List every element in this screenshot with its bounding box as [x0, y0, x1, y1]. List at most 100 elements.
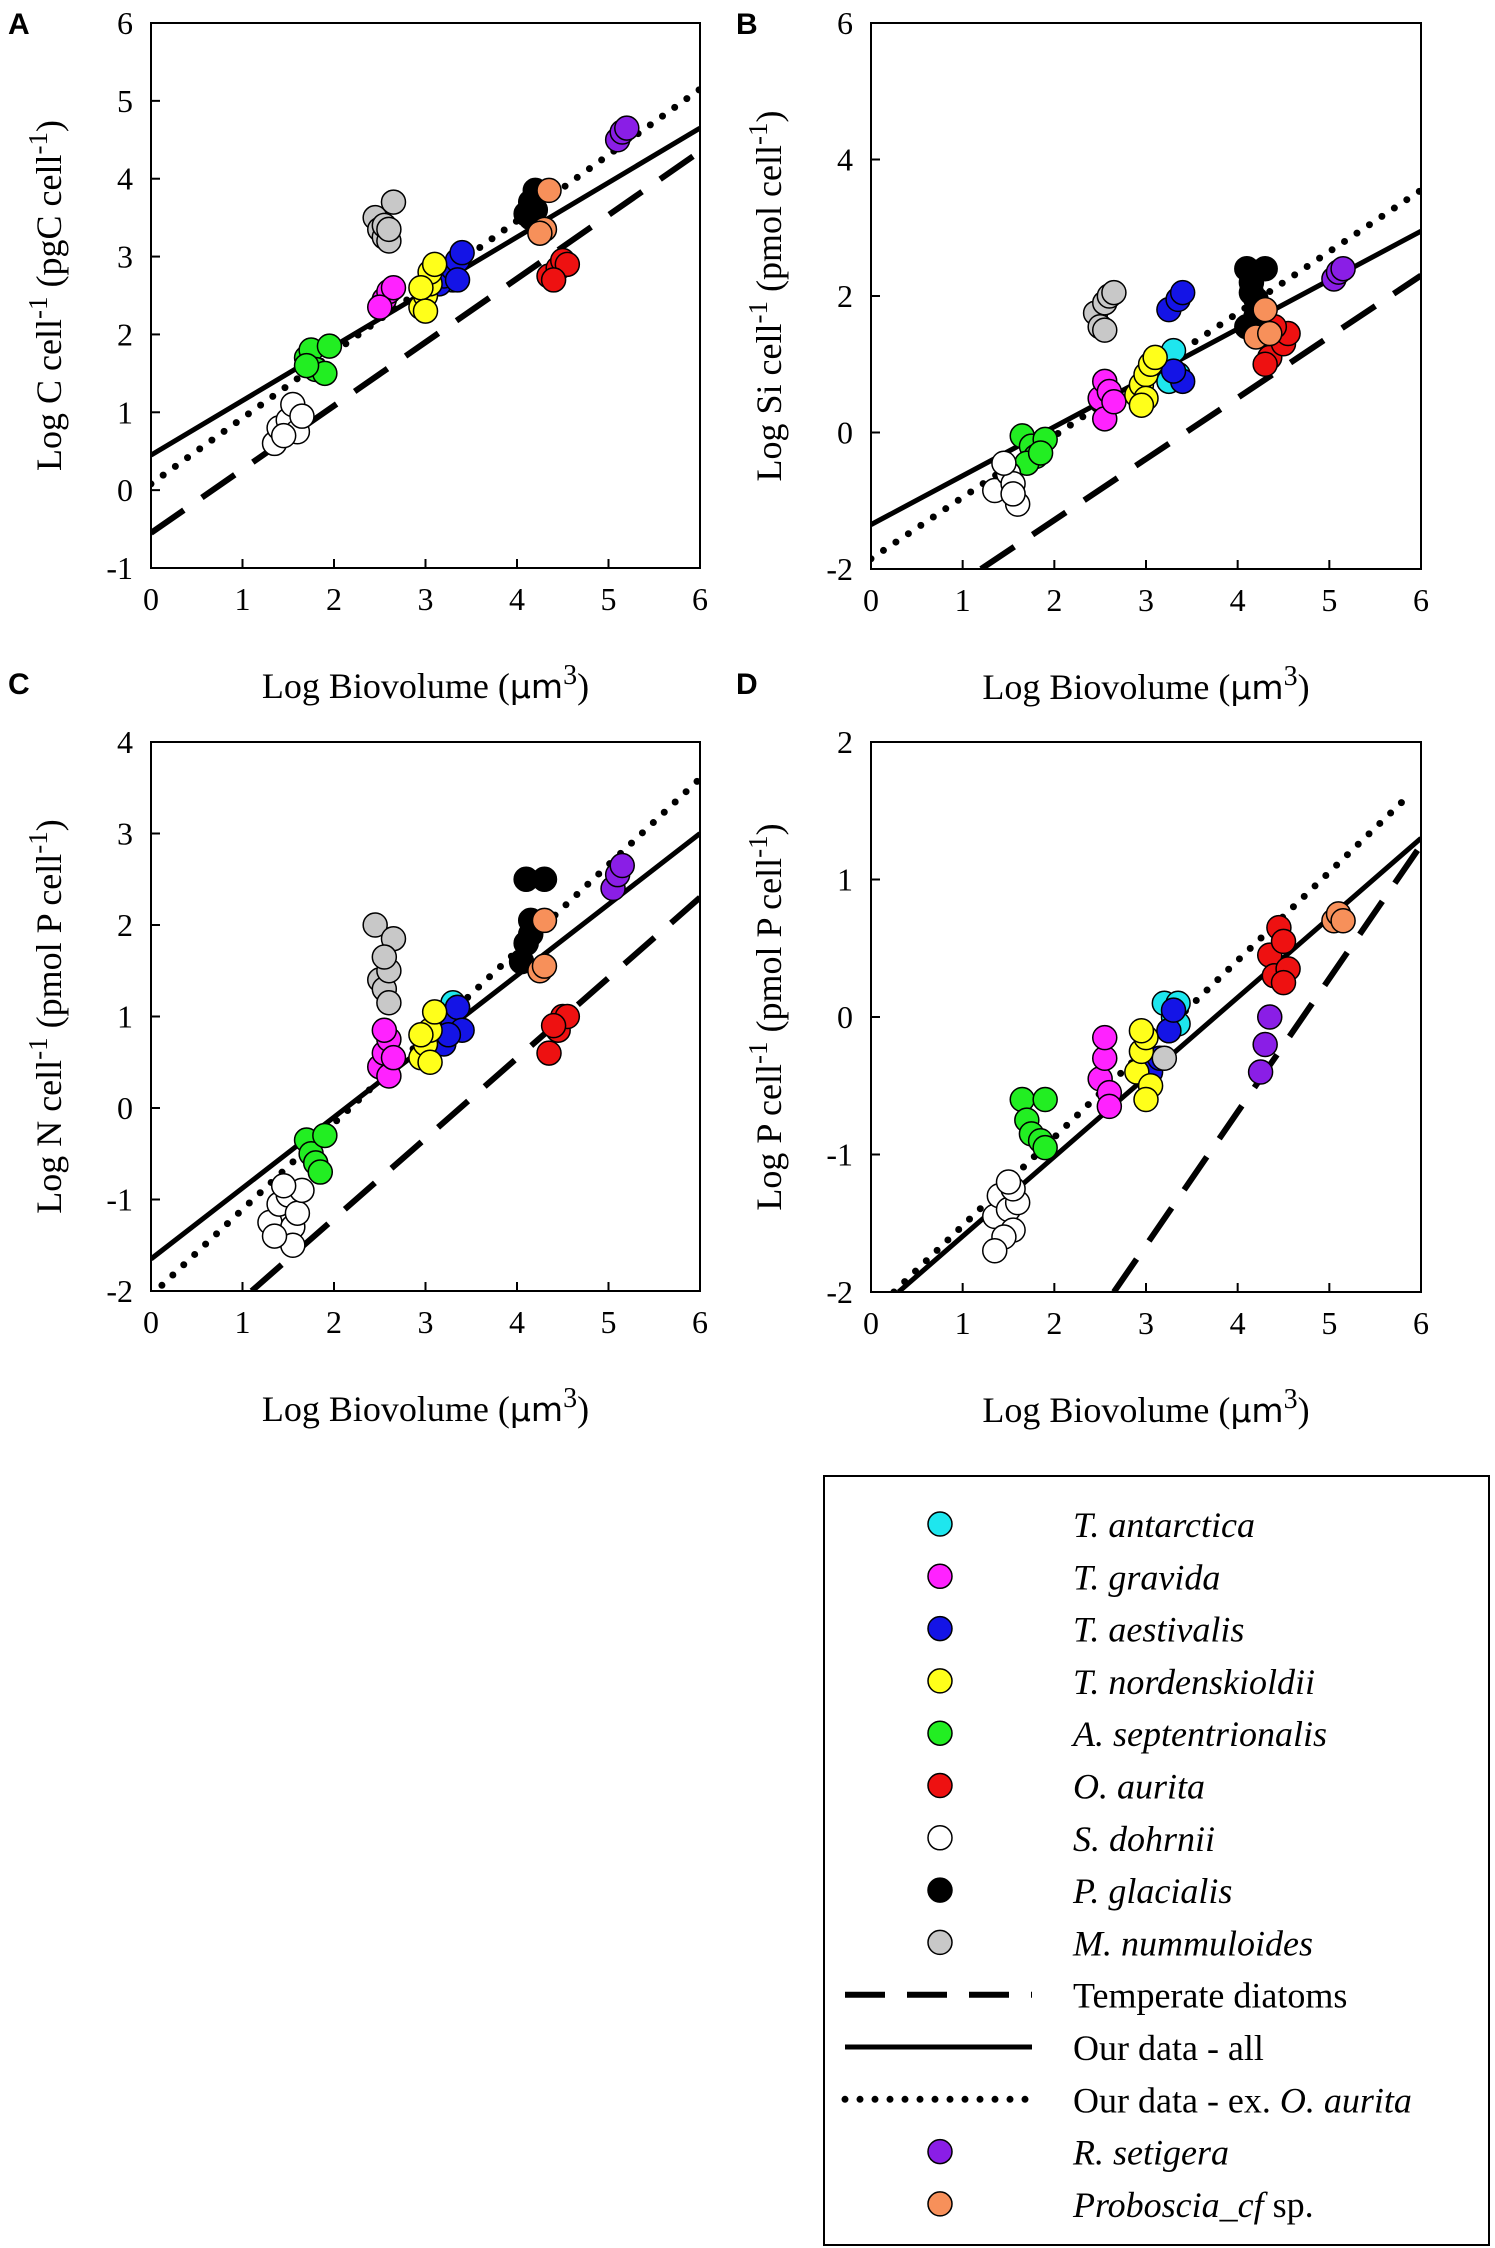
point-yellow — [412, 298, 439, 324]
legend-item: Our data - ex. O. aurita — [841, 2080, 1412, 2120]
x-tick-label: 0 — [143, 581, 159, 617]
point-gray — [362, 912, 388, 938]
y-tick-label: -2 — [826, 1274, 853, 1310]
legend-item: T. aestivalis — [927, 1610, 1244, 1650]
point-orange — [1330, 908, 1356, 934]
x-tick-label: 4 — [1230, 1305, 1246, 1341]
plot-frame — [870, 22, 1422, 570]
x-tick-label: 5 — [1321, 582, 1337, 618]
x-tick-label: 5 — [1321, 1305, 1337, 1341]
point-white — [991, 450, 1017, 476]
point-blue — [449, 239, 475, 266]
legend-marker — [927, 1825, 953, 1851]
legend-label: O. aurita — [1073, 1767, 1205, 1807]
point-purple — [1257, 1004, 1283, 1030]
y-tick-label: 1 — [117, 394, 133, 430]
legend-marker — [927, 1668, 953, 1694]
legend-label: A. septentrionalis — [1071, 1714, 1327, 1754]
x-axis-label: Log Biovolume (μm3) — [982, 661, 1309, 707]
x-tick-label: 1 — [235, 1304, 251, 1340]
y-tick-label: 1 — [837, 862, 853, 898]
legend-marker — [927, 1511, 953, 1537]
legend-label: S. dohrnii — [1073, 1819, 1215, 1859]
legend-marker — [927, 2191, 953, 2217]
point-white — [261, 1223, 288, 1249]
panel-c: C 0 1 2 3 4 5 6 -2 -1 0 1 2 3 4 Log Biovolume (μm3) Log … — [8, 668, 708, 1429]
legend-marker — [927, 1772, 953, 1799]
point-blue — [1169, 279, 1196, 306]
point-yellow — [417, 1049, 443, 1075]
legend-label: M. nummuloides — [1072, 1923, 1313, 1963]
point-red — [1252, 351, 1278, 377]
point-purple — [1330, 255, 1356, 282]
point-red — [1270, 928, 1297, 955]
legend-label: T. aestivalis — [1073, 1610, 1244, 1650]
point-white — [289, 403, 315, 429]
x-axis-label: Log Biovolume (μm3) — [982, 1384, 1309, 1430]
point-red — [540, 267, 567, 293]
y-tick-label: -1 — [106, 1182, 133, 1218]
panel-a: A 0 1 2 3 4 5 6 -1 0 1 2 3 4 5 6 Log Biovolume (μm3) Log … — [8, 5, 708, 706]
y-axis-label: Log C cell-1 (pgC cell-1) — [23, 120, 69, 471]
legend-box — [823, 1475, 1490, 2246]
y-tick-label: 0 — [837, 415, 853, 451]
legend-item: S. dohrnii — [927, 1819, 1215, 1859]
point-green — [312, 1122, 338, 1149]
legend-item: R. setigera — [927, 2133, 1229, 2173]
legend-marker — [927, 1877, 953, 1903]
legend-item: T. nordenskioldii — [927, 1662, 1315, 1702]
point-white — [270, 1173, 297, 1199]
x-tick-label: 3 — [1138, 582, 1154, 618]
x-tick-label: 4 — [509, 581, 525, 617]
x-tick-label: 1 — [955, 582, 971, 618]
point-yellow — [1128, 392, 1155, 418]
point-blue — [444, 994, 471, 1021]
legend-label: Temperate diatoms — [1073, 1976, 1347, 2016]
x-axis-label: Log Biovolume (μm3) — [262, 660, 589, 706]
legend-label: Our data - ex. O. aurita — [1073, 2080, 1412, 2120]
legend-item: T. antarctica — [927, 1505, 1255, 1545]
line-temperate — [979, 273, 1421, 569]
panels: A 0 1 2 3 4 5 6 -1 0 1 2 3 4 5 6 Log Biovolume (μm3) Log … — [8, 5, 1429, 1430]
y-tick-label: 0 — [117, 1090, 133, 1126]
x-tick-label: 3 — [418, 581, 434, 617]
y-tick-label: 3 — [117, 239, 133, 275]
x-tick-label: 0 — [143, 1304, 159, 1340]
point-white — [284, 1200, 311, 1226]
legend: T. antarctica T. gravida T. aestivalis T. n… — [823, 1475, 1490, 2246]
y-tick-label: 6 — [117, 5, 133, 41]
line-temperate — [249, 895, 700, 1291]
point-orange — [536, 177, 562, 204]
legend-label: P. glacialis — [1072, 1871, 1232, 1911]
y-tick-label: 4 — [117, 161, 133, 197]
point-green — [293, 352, 320, 379]
y-tick-label: 6 — [837, 5, 853, 41]
point-magenta — [1096, 1093, 1123, 1120]
y-axis-label: Log N cell-1 (pmol P cell-1) — [23, 819, 69, 1214]
x-tick-label: 1 — [955, 1305, 971, 1341]
point-green — [307, 1159, 334, 1185]
point-yellow — [1142, 344, 1168, 371]
point-red — [540, 1012, 567, 1039]
panel-b: B 0 1 2 3 4 5 6 -2 0 2 4 6 Log Biovolume (μm3) Log Si … — [736, 5, 1429, 707]
point-yellow — [408, 274, 434, 301]
point-black — [1238, 279, 1265, 306]
legend-marker — [927, 1720, 953, 1746]
point-magenta — [371, 1017, 398, 1043]
point-black — [1252, 255, 1278, 282]
point-orange — [1257, 320, 1283, 347]
x-tick-label: 1 — [235, 581, 251, 617]
point-black — [531, 866, 558, 892]
x-tick-label: 2 — [1046, 1305, 1062, 1341]
point-yellow — [1128, 1018, 1155, 1044]
point-magenta — [1101, 389, 1127, 415]
x-tick-label: 6 — [1413, 1305, 1429, 1341]
legend-marker — [927, 1929, 953, 1956]
x-tick-label: 2 — [326, 1304, 342, 1340]
y-tick-label: 0 — [837, 999, 853, 1035]
point-orange — [1252, 296, 1278, 323]
y-tick-label: 5 — [117, 83, 133, 119]
y-tick-label: -1 — [106, 550, 133, 586]
point-orange — [531, 907, 558, 934]
